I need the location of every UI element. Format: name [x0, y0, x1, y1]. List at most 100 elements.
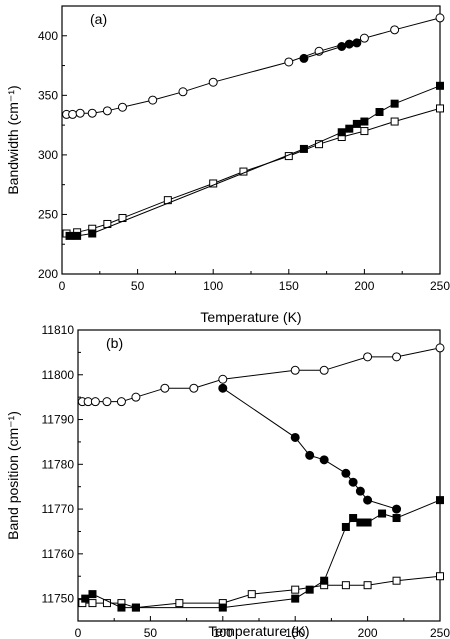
- series-line: [84, 499, 441, 609]
- y-tick-label: 350: [38, 88, 58, 102]
- y-tick-label: 11810: [42, 323, 75, 337]
- y-tick-label: 11760: [42, 547, 75, 561]
- x-tick-label: 150: [279, 279, 299, 293]
- data-point: [189, 383, 199, 393]
- data-point: [320, 576, 329, 585]
- panel-b: 0 50 100 150 200 250 11750 11760 11770 11780 11790…: [5, 323, 450, 639]
- data-point: [102, 106, 112, 116]
- data-point: [87, 108, 97, 118]
- x-tick-label: 250: [430, 279, 450, 293]
- data-point: [360, 127, 369, 136]
- data-point: [75, 108, 85, 118]
- data-point: [90, 397, 100, 407]
- data-point: [73, 231, 82, 240]
- data-point: [341, 522, 350, 531]
- x-tick-label: 200: [358, 626, 378, 639]
- data-point: [341, 468, 351, 478]
- data-point: [348, 477, 358, 487]
- y-tick-label: 250: [38, 207, 58, 221]
- data-point: [284, 57, 294, 67]
- data-point: [247, 590, 256, 599]
- data-point: [352, 38, 362, 48]
- data-point: [436, 496, 444, 505]
- data-point: [435, 13, 445, 23]
- x-tick-label: 100: [213, 626, 233, 639]
- series-square-filled: [65, 81, 444, 240]
- data-point: [290, 432, 300, 442]
- data-point: [356, 518, 365, 527]
- y-tick-label: 11790: [42, 413, 75, 427]
- data-point: [363, 352, 373, 362]
- data-point: [208, 77, 218, 87]
- y-tick-label: 11780: [42, 457, 75, 471]
- data-point: [218, 374, 228, 384]
- data-point: [344, 39, 354, 49]
- data-point: [102, 397, 112, 407]
- series-square-filled: [81, 496, 444, 612]
- series-circle-open: [77, 343, 445, 407]
- panel-label: (a): [90, 11, 107, 27]
- plot-frame: [77, 329, 441, 622]
- data-point: [117, 102, 127, 112]
- series-square-open: [62, 104, 444, 238]
- series-square-open: [78, 572, 444, 612]
- data-point: [341, 581, 350, 590]
- data-point: [160, 383, 170, 393]
- data-point: [436, 104, 444, 113]
- data-point: [102, 599, 111, 608]
- data-point: [363, 495, 373, 505]
- data-point: [65, 231, 74, 240]
- data-point: [131, 392, 141, 402]
- y-tick-label: 300: [38, 148, 58, 162]
- data-point: [378, 509, 387, 518]
- data-point: [345, 124, 354, 133]
- data-point: [305, 450, 315, 460]
- series-circle-filled: [218, 383, 402, 514]
- data-point: [436, 81, 444, 90]
- data-point: [218, 603, 227, 612]
- data-point: [88, 599, 97, 608]
- y-tick-label: 11770: [42, 502, 75, 516]
- x-tick-label: 0: [59, 279, 66, 293]
- x-tick-label: 0: [75, 626, 82, 639]
- data-point: [290, 365, 300, 375]
- y-axis-label: Bandwidth (cm⁻¹): [5, 85, 21, 194]
- data-point: [436, 572, 444, 581]
- data-point: [81, 594, 90, 603]
- data-point: [131, 603, 140, 612]
- data-point: [117, 603, 126, 612]
- series-line: [222, 387, 397, 510]
- data-point: [305, 585, 314, 594]
- data-point: [319, 365, 329, 375]
- data-point: [116, 397, 126, 407]
- y-axis-label: Band position (cm⁻¹): [5, 411, 21, 540]
- data-point: [390, 117, 399, 126]
- data-point: [392, 514, 401, 523]
- data-point: [392, 576, 401, 585]
- y-tick-label: 200: [38, 267, 58, 281]
- data-point: [392, 352, 402, 362]
- data-point: [337, 128, 346, 137]
- data-point: [68, 109, 78, 119]
- plot-frame: [61, 5, 441, 275]
- data-point: [349, 514, 358, 523]
- x-tick-label: 250: [430, 626, 450, 639]
- data-point: [435, 343, 445, 353]
- panel-a: 0 50 100 150 200 250 200 250 300 350 400 Temperatur…: [5, 5, 450, 325]
- x-tick-label: 150: [285, 626, 305, 639]
- x-tick-label: 100: [203, 279, 223, 293]
- data-point: [299, 53, 309, 63]
- x-tick-label: 50: [144, 626, 158, 639]
- data-point: [355, 486, 365, 496]
- series-line: [66, 17, 441, 115]
- data-point: [319, 455, 329, 465]
- data-point: [175, 599, 184, 608]
- y-tick-label: 400: [38, 29, 58, 43]
- panel-label: (b): [106, 335, 123, 351]
- y-tick-label: 11750: [42, 592, 75, 606]
- x-tick-label: 50: [131, 279, 145, 293]
- x-axis-label: Temperature (K): [200, 309, 301, 325]
- data-point: [392, 504, 402, 514]
- data-point: [360, 117, 369, 126]
